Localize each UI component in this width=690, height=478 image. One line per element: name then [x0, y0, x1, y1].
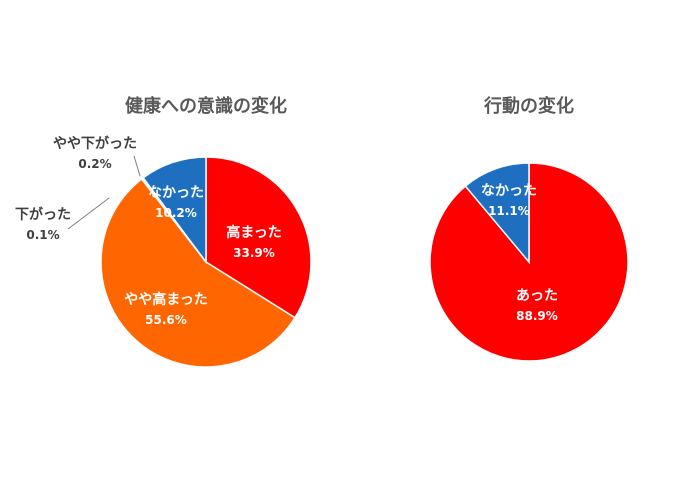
slice-value-label: 0.1% [26, 228, 59, 242]
pie-slice [100, 177, 297, 368]
slice-label: なかった [148, 185, 204, 201]
slice-value-label: 33.9% [233, 246, 275, 260]
chart-title: 健康への意識の変化 [125, 95, 287, 117]
slice-value-label: 11.1% [488, 204, 530, 218]
slice-label: 下がった [15, 206, 71, 223]
pie-slice [464, 162, 530, 265]
pie-slice [142, 156, 207, 265]
slice-value-label: 0.2% [78, 157, 111, 171]
pie-slice [205, 156, 312, 319]
leader-line [67, 197, 110, 230]
slice-label: やや高まった [124, 291, 207, 308]
slice-value-label: 10.2% [155, 206, 197, 220]
slice-label: やや下がった [53, 135, 137, 152]
slice-label: 高まった [226, 224, 281, 241]
slice-value-label: 55.6% [145, 313, 187, 327]
leader-line [133, 155, 141, 177]
slice-value-label: 88.9% [516, 309, 558, 323]
slice-label: あった [516, 288, 558, 304]
chart-title: 行動の変化 [483, 95, 574, 117]
slice-label: なかった [481, 183, 537, 199]
